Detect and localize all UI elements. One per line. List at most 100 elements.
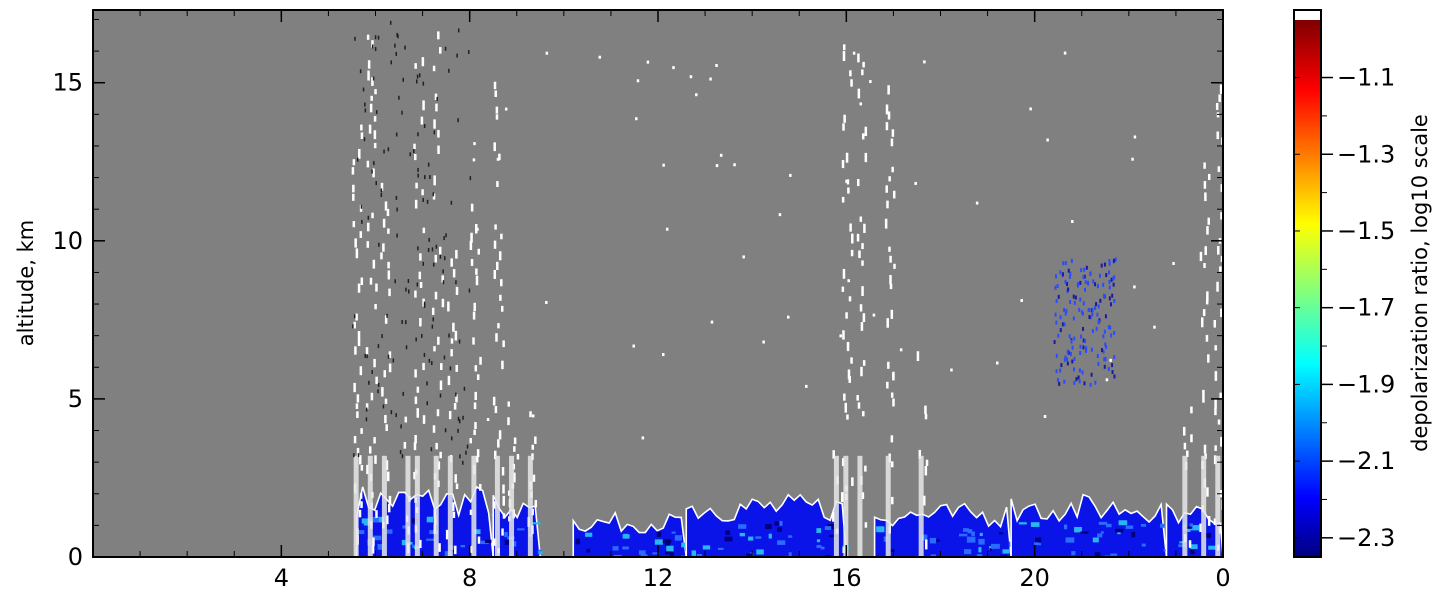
saturated-mark bbox=[438, 543, 441, 552]
saturated-mark bbox=[924, 413, 928, 420]
saturated-mark bbox=[433, 175, 436, 186]
saturated-mark bbox=[439, 47, 442, 54]
saturated-mark bbox=[473, 302, 476, 312]
saturated-mark bbox=[365, 347, 369, 356]
dark-speckle bbox=[449, 366, 452, 371]
saturated-mark bbox=[500, 233, 503, 240]
saturated-mark bbox=[372, 168, 375, 178]
scatter-speck bbox=[899, 348, 903, 352]
saturated-mark bbox=[841, 196, 845, 203]
aerosol-dot bbox=[1113, 258, 1116, 263]
saturated-mark bbox=[422, 415, 426, 424]
scatter-speck bbox=[545, 300, 548, 304]
saturated-mark bbox=[1218, 94, 1221, 102]
aerosol-dot bbox=[1090, 347, 1093, 352]
cloud-cell bbox=[575, 538, 580, 545]
saturated-mark bbox=[862, 360, 866, 366]
dark-speckle bbox=[426, 199, 429, 204]
dark-speckle bbox=[432, 192, 435, 197]
saturated-mark bbox=[479, 356, 482, 365]
dark-speckle bbox=[432, 317, 435, 322]
cloud-cell bbox=[1074, 526, 1082, 533]
saturated-mark bbox=[925, 459, 929, 466]
dark-speckle bbox=[445, 233, 447, 238]
scatter-speck bbox=[662, 353, 665, 357]
scatter-speck bbox=[995, 361, 999, 365]
saturated-mark bbox=[841, 286, 845, 292]
cloud-cell bbox=[989, 548, 993, 551]
cloud-cell bbox=[1190, 544, 1198, 549]
scatter-speck bbox=[689, 75, 693, 79]
aerosol-dot bbox=[1079, 351, 1082, 356]
saturated-mark bbox=[847, 369, 851, 380]
saturated-mark bbox=[356, 394, 360, 403]
aerosol-dot bbox=[1074, 295, 1077, 300]
scatter-speck bbox=[778, 213, 782, 217]
cloud-cell bbox=[622, 546, 629, 550]
saturated-mark bbox=[501, 528, 504, 536]
dark-speckle bbox=[359, 69, 362, 74]
scatter-speck bbox=[662, 163, 665, 167]
saturated-mark bbox=[421, 189, 424, 196]
saturated-mark bbox=[860, 366, 863, 377]
cloud-cell bbox=[756, 549, 764, 555]
saturated-mark bbox=[500, 305, 504, 312]
saturated-mark bbox=[416, 408, 420, 418]
aerosol-dot bbox=[1056, 283, 1059, 288]
cloud-cell bbox=[971, 531, 975, 536]
saturated-mark bbox=[432, 193, 436, 200]
dark-speckle bbox=[364, 108, 367, 113]
saturated-mark bbox=[450, 349, 453, 357]
saturated-column bbox=[885, 455, 891, 557]
y-tick-label: 5 bbox=[68, 385, 83, 413]
saturated-mark bbox=[924, 405, 927, 415]
saturated-mark bbox=[435, 103, 438, 112]
saturated-mark bbox=[366, 222, 370, 232]
dark-speckle bbox=[423, 124, 426, 129]
dark-speckle bbox=[405, 287, 407, 292]
cloud-cell bbox=[1178, 544, 1187, 548]
cloud-cell bbox=[662, 539, 672, 544]
aerosol-dot bbox=[1097, 320, 1100, 325]
aerosol-dot bbox=[1085, 346, 1088, 351]
plot-area bbox=[93, 10, 1223, 557]
dark-speckle bbox=[381, 334, 383, 339]
saturated-mark bbox=[497, 439, 500, 448]
saturated-mark bbox=[494, 90, 497, 97]
scatter-speck bbox=[1153, 325, 1156, 329]
saturated-mark bbox=[476, 455, 479, 463]
saturated-mark bbox=[421, 57, 425, 67]
cloud-cell bbox=[1030, 522, 1040, 527]
saturated-mark bbox=[1199, 251, 1203, 262]
cloud-cell bbox=[656, 531, 662, 537]
saturated-mark bbox=[469, 240, 473, 250]
aerosol-dot bbox=[1071, 345, 1074, 350]
saturated-mark bbox=[494, 224, 497, 230]
saturated-mark bbox=[856, 395, 859, 401]
dark-speckle bbox=[374, 47, 377, 52]
dark-speckle bbox=[367, 215, 370, 220]
saturated-mark bbox=[857, 88, 861, 99]
saturated-mark bbox=[374, 89, 377, 95]
dark-speckle bbox=[457, 416, 460, 421]
saturated-mark bbox=[420, 116, 424, 125]
dark-speckle bbox=[353, 453, 355, 458]
saturated-mark bbox=[1220, 436, 1223, 447]
dark-speckle bbox=[465, 450, 467, 455]
aerosol-dot bbox=[1083, 381, 1086, 386]
dark-speckle bbox=[462, 460, 464, 465]
saturated-mark bbox=[371, 545, 375, 554]
saturated-mark bbox=[351, 167, 355, 175]
aerosol-dot bbox=[1088, 307, 1091, 312]
saturated-mark bbox=[1217, 419, 1221, 425]
scatter-speck bbox=[695, 93, 698, 97]
aerosol-dot bbox=[1108, 280, 1111, 285]
saturated-mark bbox=[360, 428, 363, 434]
aerosol-dot bbox=[1073, 300, 1076, 305]
saturated-mark bbox=[498, 430, 502, 440]
aerosol-dot bbox=[1100, 348, 1103, 353]
cloud-cell bbox=[480, 540, 489, 545]
aerosol-dot bbox=[1082, 338, 1085, 343]
saturated-mark bbox=[455, 483, 459, 490]
